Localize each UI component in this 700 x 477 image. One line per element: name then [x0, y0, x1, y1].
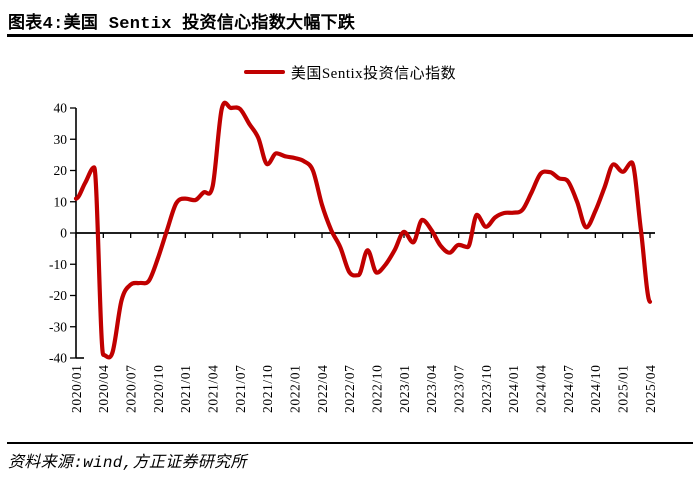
source-note: 资料来源:wind,方正证券研究所	[8, 454, 247, 472]
legend-line-swatch	[243, 70, 285, 74]
y-tick-label: 10	[54, 194, 68, 209]
y-tick-label: -10	[49, 257, 67, 272]
x-tick-label: 2021/04	[206, 365, 221, 413]
legend-label: 美国Sentix投资信心指数	[290, 65, 457, 82]
x-tick-label: 2024/07	[561, 365, 576, 413]
x-tick-label: 2023/04	[424, 365, 439, 413]
x-tick-label: 2021/10	[260, 365, 275, 413]
x-tick-label: 2023/10	[479, 365, 494, 413]
x-tick-label: 2024/10	[588, 365, 603, 413]
figure-title: 图表4:美国 Sentix 投资信心指数大幅下跌	[8, 15, 356, 34]
x-tick-label: 2022/10	[370, 365, 385, 413]
y-tick-label: 0	[60, 226, 67, 241]
x-tick-label: 2020/04	[96, 365, 111, 413]
x-tick-label: 2023/01	[397, 365, 412, 413]
x-tick-label: 2023/07	[452, 365, 467, 413]
y-tick-label: 40	[54, 101, 68, 116]
x-tick-label: 2024/04	[534, 365, 549, 413]
x-tick-label: 2022/07	[342, 365, 357, 413]
chart-legend: 美国Sentix投资信心指数	[0, 61, 700, 83]
x-tick-label: 2020/07	[124, 365, 139, 413]
title-underline	[7, 34, 693, 37]
x-tick-label: 2020/10	[151, 365, 166, 413]
x-tick-label: 2025/04	[643, 365, 658, 413]
x-tick-label: 2021/07	[233, 365, 248, 413]
y-tick-label: -40	[49, 351, 67, 366]
y-tick-label: 20	[54, 163, 68, 178]
y-tick-label: -30	[49, 319, 67, 334]
y-tick-label: 30	[54, 132, 68, 147]
x-tick-label: 2022/01	[288, 365, 303, 413]
x-tick-label: 2021/01	[178, 365, 193, 413]
series-line-us-sentix	[73, 100, 653, 360]
x-tick-label: 2024/01	[506, 365, 521, 413]
y-tick-label: -20	[49, 288, 67, 303]
x-tick-label: 2022/04	[315, 365, 330, 413]
footer-rule	[7, 442, 693, 444]
x-tick-label: 2020/01	[69, 365, 84, 413]
x-tick-label: 2025/01	[616, 365, 631, 413]
